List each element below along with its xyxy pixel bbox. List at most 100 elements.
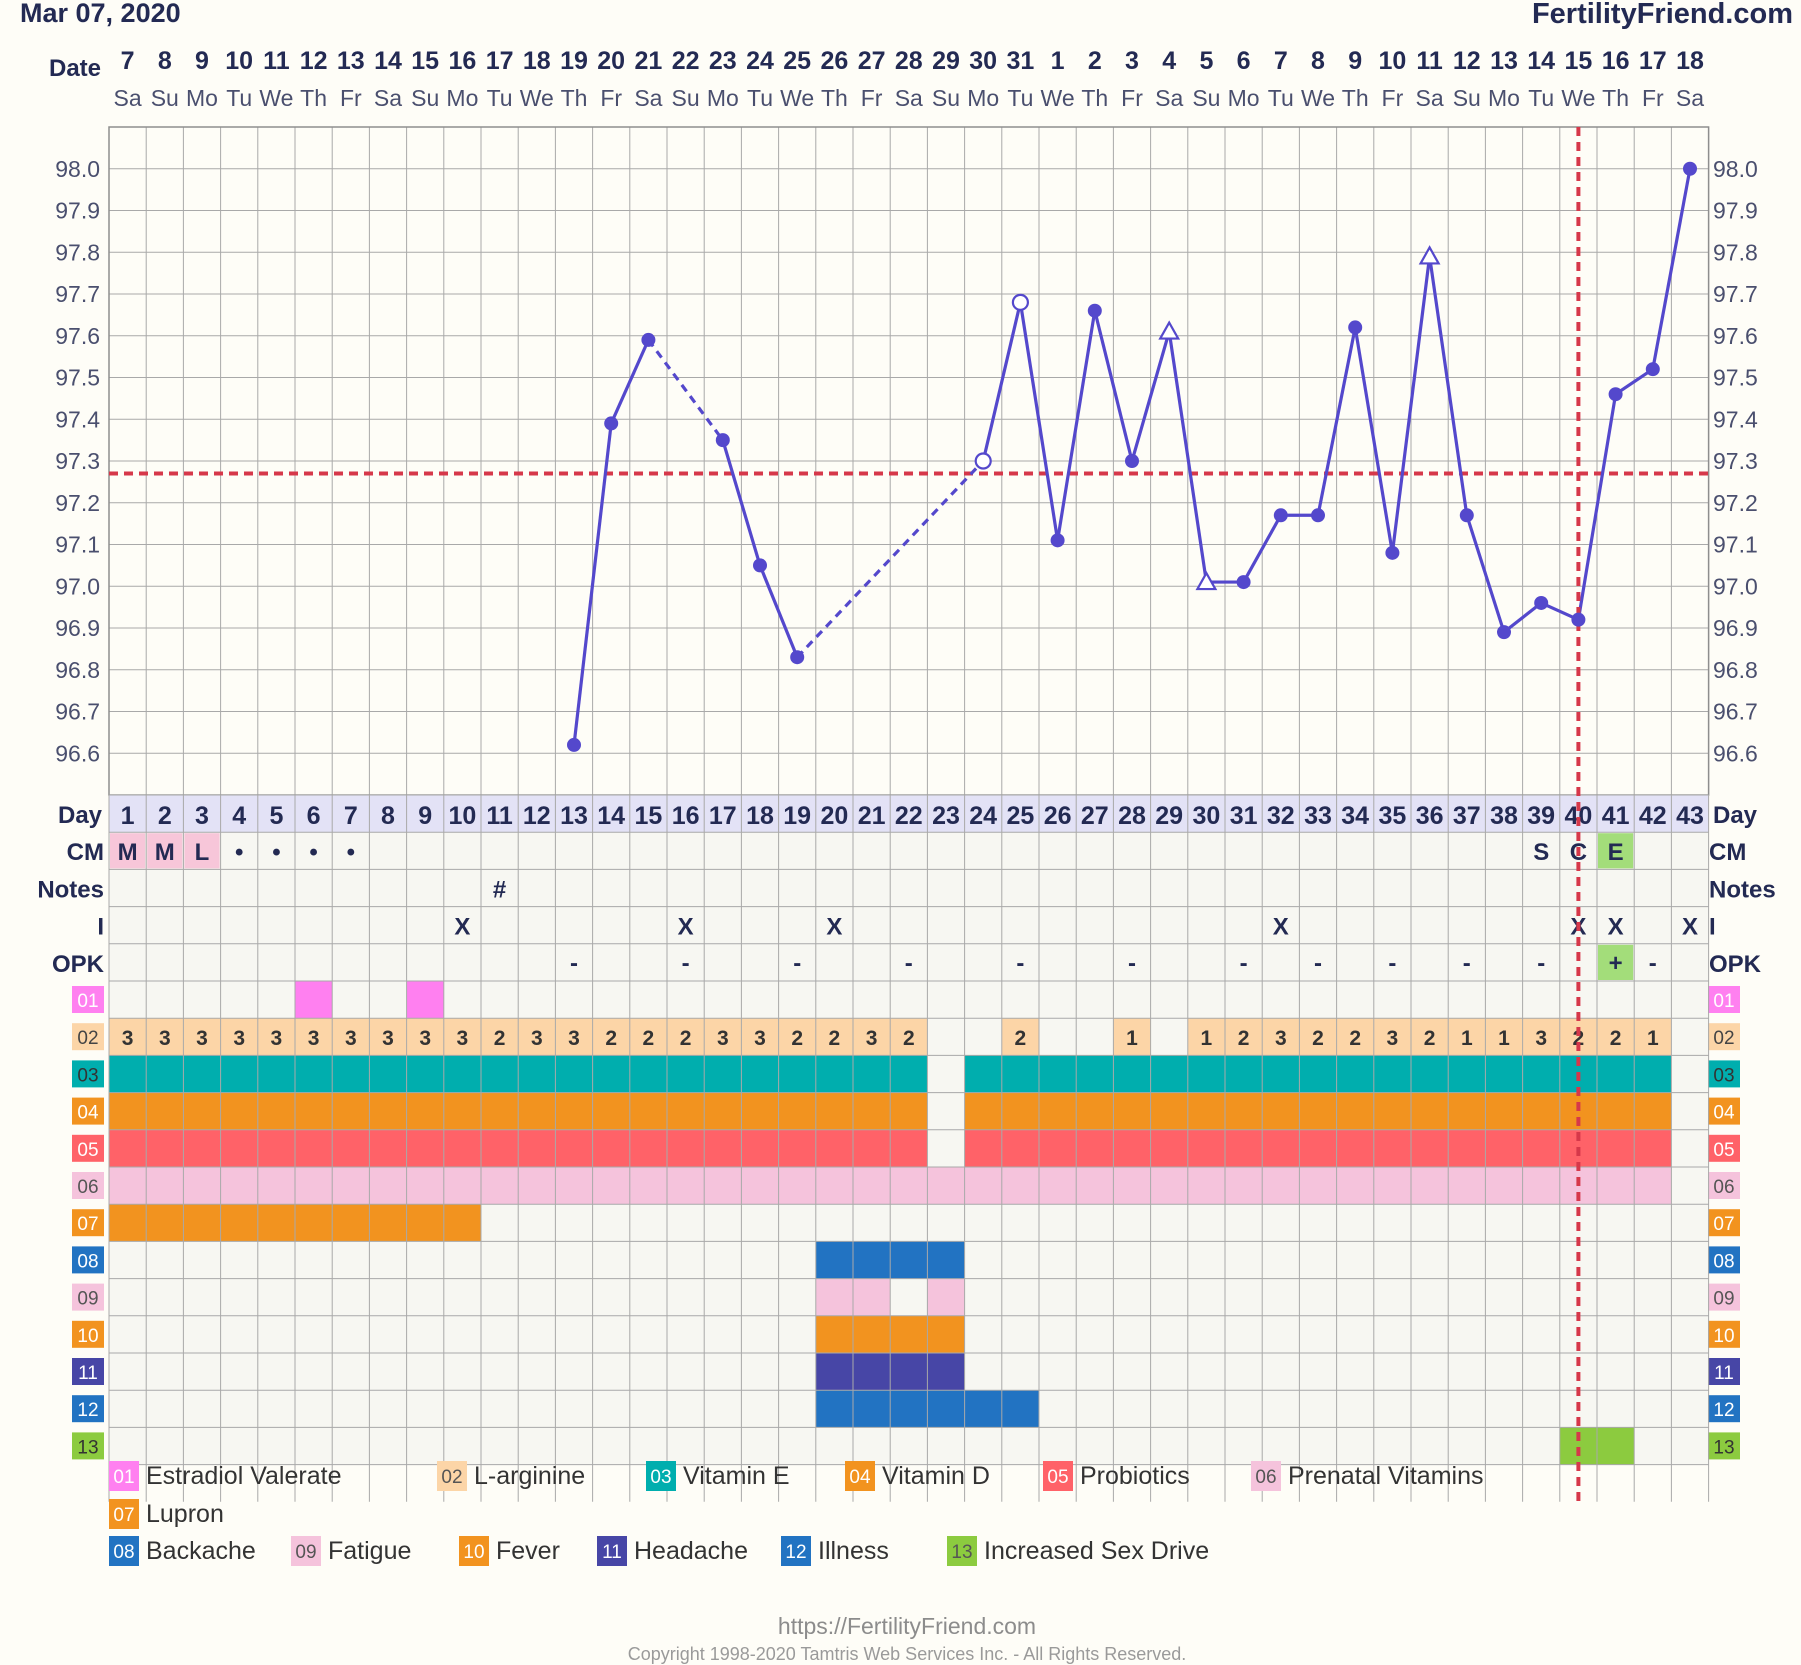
custom-row-cell	[1187, 1092, 1225, 1130]
row-code-right: 11	[1714, 1363, 1734, 1384]
temp-line-segment	[609, 339, 650, 425]
custom-row-cell	[257, 1018, 295, 1056]
cycle-day-label: 13	[560, 802, 588, 830]
custom-row-cell	[592, 1129, 630, 1167]
date-label: 26	[820, 47, 848, 75]
legend-label: Estradiol Valerate	[146, 1462, 341, 1490]
weekday-label: Tu	[1007, 85, 1033, 111]
custom-row-cell	[295, 1018, 333, 1056]
custom-row-cell	[1299, 1167, 1337, 1205]
row-code-badge-left	[72, 986, 104, 1013]
legend-code: 03	[650, 1467, 671, 1488]
custom-row-cell	[1634, 1167, 1672, 1205]
custom-row-cell	[592, 1092, 630, 1130]
custom-row-cell	[1336, 1129, 1374, 1167]
y-tick-label-left: 96.7	[55, 699, 100, 725]
custom-row-cell	[1262, 1167, 1300, 1205]
y-tick-label-left: 98.0	[55, 156, 100, 182]
custom-row-cell	[667, 1018, 705, 1056]
date-label: 22	[672, 47, 700, 75]
obs-row-label-left: OPK	[52, 951, 105, 978]
temp-point	[604, 416, 619, 431]
custom-row-cell	[109, 1055, 147, 1093]
row-code-badge-right	[1708, 1246, 1740, 1274]
row-code-badge-right	[1708, 1358, 1740, 1385]
custom-row-cell	[369, 1129, 407, 1167]
custom-row-cell	[1336, 1018, 1374, 1056]
weekday-label: We	[1041, 85, 1075, 111]
cycle-day-label: 35	[1378, 802, 1406, 830]
date-label: 14	[374, 47, 402, 75]
row-code-right: 03	[1713, 1065, 1734, 1086]
custom-row-cell	[778, 1092, 816, 1130]
legend-swatch	[109, 1536, 139, 1566]
custom-row-cell	[1076, 1129, 1114, 1167]
date-label: 23	[709, 47, 737, 75]
legend-label: Headache	[634, 1537, 748, 1565]
legend-swatch	[109, 1461, 139, 1491]
custom-row-cell	[890, 1241, 928, 1279]
opk-mark: -	[570, 950, 578, 977]
custom-row-cell	[518, 1018, 556, 1056]
row-code-right: 10	[1713, 1326, 1734, 1347]
row-code-left: 02	[77, 1028, 98, 1049]
custom-row-cell	[146, 1204, 184, 1242]
legend-code: 06	[1255, 1467, 1276, 1488]
legend-code: 10	[463, 1542, 484, 1563]
custom-row-cell	[220, 1055, 258, 1093]
cycle-day-label: 23	[932, 802, 960, 830]
opk-mark: -	[905, 950, 913, 977]
custom-row-cell	[481, 1092, 519, 1130]
legend-label: Increased Sex Drive	[984, 1537, 1209, 1565]
legend-swatch	[646, 1461, 676, 1491]
weekday-label: Tu	[1268, 85, 1294, 111]
cycle-day-label: 10	[448, 802, 476, 830]
temp-line-segment	[1316, 327, 1357, 516]
custom-row-cell	[1522, 1167, 1560, 1205]
temp-point-triangle	[1418, 245, 1441, 265]
custom-row-cell	[815, 1390, 853, 1428]
custom-row-cell	[927, 1315, 965, 1353]
cycle-day-label: 15	[634, 802, 662, 830]
day-row-label-left: Day	[58, 802, 103, 829]
legend-swatch	[597, 1536, 627, 1566]
custom-row-cell	[146, 1129, 184, 1167]
custom-row-cell	[927, 1390, 965, 1428]
custom-row-cell	[704, 1129, 742, 1167]
row-code-left: 10	[77, 1326, 98, 1347]
row-code-badge-right	[1708, 1283, 1740, 1311]
brand-title[interactable]: FertilityFriend.com	[1531, 0, 1793, 30]
y-tick-label-left: 97.6	[55, 323, 100, 349]
temp-line-segment	[1390, 256, 1432, 554]
weekday-label: We	[259, 85, 293, 111]
y-tick-label-left: 97.5	[55, 365, 100, 391]
date-label: 17	[486, 47, 514, 75]
opk-mark: -	[1128, 950, 1136, 977]
custom-row-cell	[964, 1390, 1002, 1428]
custom-row-value: 1	[1201, 1027, 1213, 1050]
date-label: 12	[1453, 47, 1481, 75]
cm-mark: E	[1608, 839, 1624, 866]
custom-row-cell	[1150, 1092, 1188, 1130]
custom-row-cell	[183, 1018, 221, 1056]
custom-row-cell	[853, 1018, 891, 1056]
custom-row-cell	[927, 1167, 965, 1205]
cycle-day-label: 33	[1304, 802, 1332, 830]
custom-row-cell	[853, 1241, 891, 1279]
custom-row-cell	[1113, 1092, 1151, 1130]
date-label: 25	[783, 47, 811, 75]
custom-row-value: 3	[196, 1027, 208, 1050]
custom-row-cell	[1336, 1092, 1374, 1130]
legend-swatch	[1043, 1461, 1073, 1491]
custom-row-cell	[1225, 1129, 1263, 1167]
weekday-label: Su	[1192, 85, 1220, 111]
temp-line-segment	[1130, 331, 1171, 462]
row-code-left: 06	[77, 1177, 98, 1198]
weekday-label: Tu	[226, 85, 252, 111]
cycle-day-label: 16	[672, 802, 700, 830]
temp-line-segment-dashed	[796, 459, 985, 659]
custom-row-cell	[555, 1167, 593, 1205]
row-code-badge-left	[72, 1395, 104, 1423]
row-code-left: 01	[77, 991, 98, 1012]
